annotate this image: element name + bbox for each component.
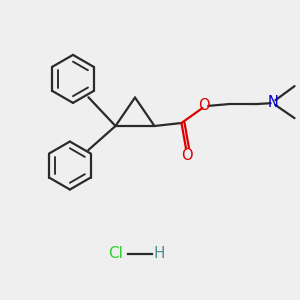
Text: N: N [268,95,278,110]
Text: Cl: Cl [108,246,123,261]
Text: O: O [198,98,210,112]
Text: O: O [181,148,192,163]
Text: H: H [154,246,165,261]
